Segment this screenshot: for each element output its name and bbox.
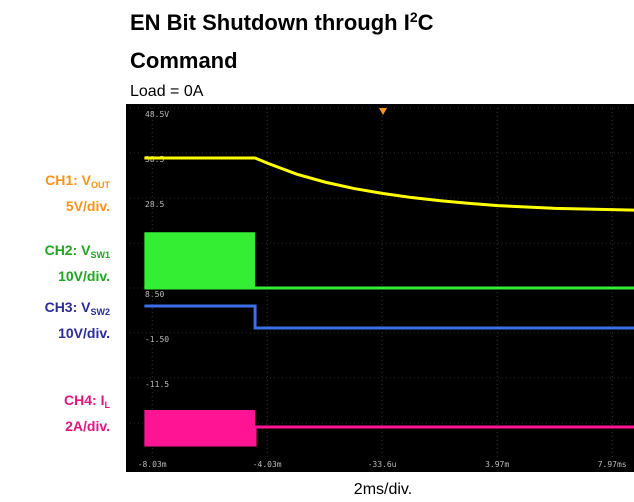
- x-tick-label: 7.97ms: [598, 460, 627, 469]
- trace: [144, 425, 634, 447]
- subtitle: Load = 0A: [130, 83, 204, 100]
- channel-name: CH2: V: [45, 242, 92, 258]
- x-tick-label: -33.6u: [368, 460, 397, 469]
- y-tick-label: 38.5: [145, 155, 164, 164]
- trigger-marker: [379, 108, 387, 115]
- x-tick-label: -4.03m: [253, 460, 282, 469]
- title-sup: 2: [410, 9, 418, 25]
- trace: [144, 156, 634, 212]
- channel-sub: SW2: [90, 307, 110, 317]
- title: EN Bit Shutdown through I2C: [130, 9, 434, 35]
- x-tick-label: -8.03m: [138, 460, 167, 469]
- channel-name: CH1: V: [45, 172, 92, 188]
- x-label: 2ms/div.: [354, 481, 412, 498]
- y-tick-label: 8.50: [145, 290, 164, 299]
- y-tick-label: 48.5V: [145, 110, 169, 119]
- plot: 48.5V38.528.518.58.50-1.50-11.5-21.5-8.0…: [130, 107, 634, 469]
- y-tick-label: -1.50: [145, 335, 169, 344]
- channel-sub: L: [105, 400, 111, 410]
- channel-label: CH2: VSW1: [45, 242, 110, 260]
- x-tick-label: 3.97m: [485, 460, 509, 469]
- channel-scale: 5V/div.: [66, 198, 110, 214]
- switching-envelope: [144, 232, 256, 288]
- channel-sub: OUT: [91, 180, 111, 190]
- channel-scale: 10V/div.: [58, 268, 110, 284]
- channel-name: CH3: V: [45, 299, 92, 315]
- channel-scale: 10V/div.: [58, 325, 110, 341]
- y-tick-label: 28.5: [145, 200, 164, 209]
- channel-label: CH3: VSW2: [45, 299, 110, 317]
- channel-sub: SW1: [90, 250, 110, 260]
- channel-name: CH4: I: [64, 392, 104, 408]
- title-text: C: [418, 10, 434, 35]
- y-tick-label: -11.5: [145, 380, 169, 389]
- trace: [144, 304, 634, 330]
- channel-label: CH4: IL: [64, 392, 110, 410]
- switching-envelope: [144, 409, 256, 446]
- title-line2: Command: [130, 48, 238, 73]
- channel-scale: 2A/div.: [65, 418, 110, 434]
- title-text: EN Bit Shutdown through I: [130, 10, 410, 35]
- channel-label: CH1: VOUT: [45, 172, 110, 190]
